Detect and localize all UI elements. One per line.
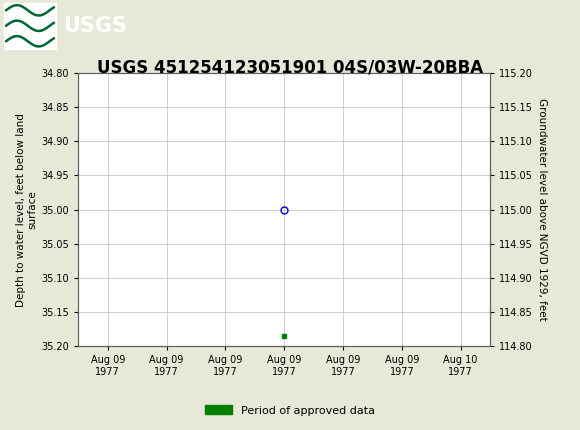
Text: USGS: USGS — [63, 16, 127, 36]
Bar — [4, 3, 56, 49]
Text: USGS 451254123051901 04S/03W-20BBA: USGS 451254123051901 04S/03W-20BBA — [97, 58, 483, 76]
Y-axis label: Depth to water level, feet below land
surface: Depth to water level, feet below land su… — [16, 113, 37, 307]
Y-axis label: Groundwater level above NGVD 1929, feet: Groundwater level above NGVD 1929, feet — [537, 98, 547, 321]
Legend: Period of approved data: Period of approved data — [200, 401, 380, 420]
